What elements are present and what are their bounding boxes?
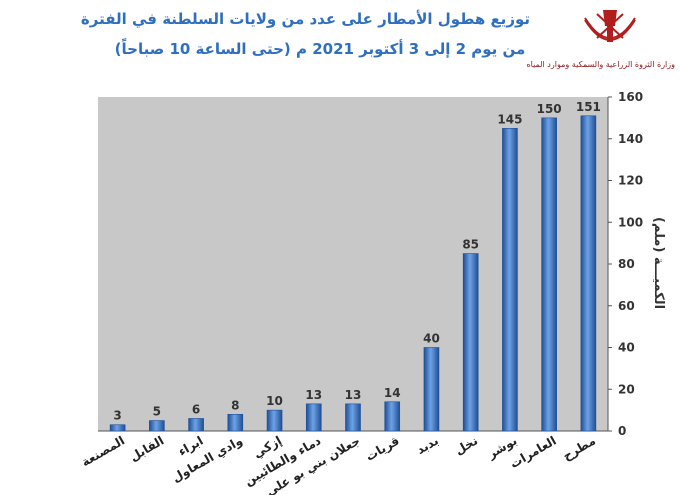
y-tick-label: 60	[618, 299, 635, 313]
chart-title-line2: من يوم 2 إلى 3 أكتوبر 2021 م (حتى الساعة…	[114, 40, 526, 58]
x-category-label: مطرح	[560, 433, 598, 463]
y-tick-label: 120	[618, 174, 643, 188]
bar-value-label: 6	[192, 402, 200, 416]
bar-value-label: 150	[537, 102, 562, 116]
y-tick-label: 160	[618, 90, 643, 104]
bar-value-label: 8	[231, 398, 239, 412]
ministry-name: وزارة الثروة الزراعية والسمكية وموارد ال…	[526, 60, 675, 69]
x-category-label: القابل	[127, 433, 166, 464]
bar-value-label: 13	[305, 388, 322, 402]
bar	[149, 420, 165, 432]
y-tick-label: 100	[618, 215, 643, 229]
bar-value-label: 13	[345, 388, 362, 402]
bar	[188, 418, 204, 432]
bar-value-label: 14	[384, 386, 401, 400]
bar	[541, 117, 557, 432]
bar-value-label: 151	[576, 100, 601, 114]
bar	[580, 115, 597, 432]
bar-value-label: 85	[462, 238, 479, 252]
bar-value-label: 5	[153, 405, 161, 419]
y-tick-label: 20	[618, 382, 635, 396]
bar	[423, 347, 440, 432]
y-tick-label: 0	[618, 424, 626, 438]
y-tick-label: 80	[618, 257, 635, 271]
bar	[345, 403, 361, 432]
x-category-label: وادي المعاول	[170, 433, 246, 485]
ministry-logo-icon	[584, 10, 636, 42]
bar-value-label: 10	[266, 394, 283, 408]
x-category-label: المصنعة	[79, 433, 127, 469]
bar	[227, 413, 244, 432]
bar	[266, 409, 283, 432]
y-tick-label: 140	[618, 132, 643, 146]
bar	[109, 424, 126, 432]
x-category-label: قريات	[363, 433, 402, 463]
bar	[502, 128, 518, 432]
bar-value-label: 40	[423, 332, 440, 346]
bar	[305, 403, 322, 432]
bar-value-label: 145	[497, 112, 522, 126]
plot-area	[98, 97, 608, 431]
y-tick-label: 40	[618, 341, 635, 355]
bar-value-label: 3	[113, 409, 121, 423]
y-axis-label: الكميـــة (ملم)	[651, 217, 666, 309]
bar	[462, 253, 479, 432]
chart-title-line1: توزيع هطول الأمطار على عدد من ولايات الس…	[80, 10, 530, 28]
x-category-label: نخل	[453, 433, 481, 457]
bar	[384, 401, 401, 432]
x-category-label: بدبد	[414, 433, 441, 457]
